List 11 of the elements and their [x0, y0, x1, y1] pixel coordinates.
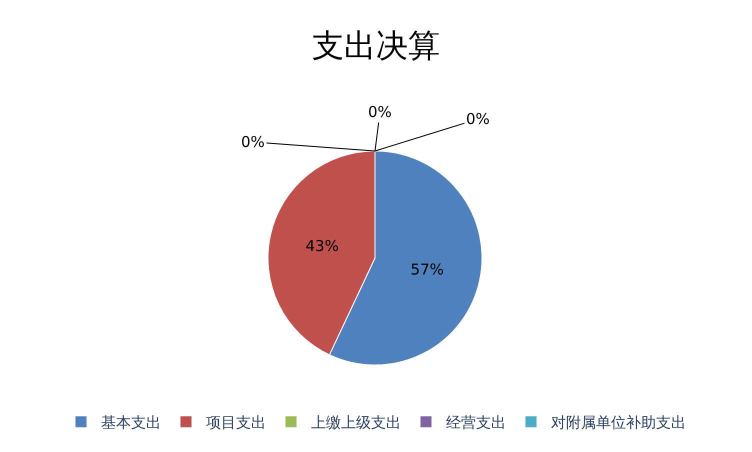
legend-label: 对附属单位补助支出: [551, 414, 686, 432]
chart-title: 支出决算: [312, 26, 440, 64]
text: 0%: [368, 103, 392, 121]
data-label: 57%: [410, 260, 444, 279]
data-label: 43%: [305, 237, 339, 256]
legend-label: 项目支出: [206, 414, 266, 432]
text: 0%: [241, 133, 265, 151]
legend-label: 上缴上级支出: [311, 414, 401, 432]
text: 0%: [466, 110, 490, 128]
legend-label: 经营支出: [446, 414, 506, 432]
legend-label: 基本支出: [101, 414, 161, 432]
